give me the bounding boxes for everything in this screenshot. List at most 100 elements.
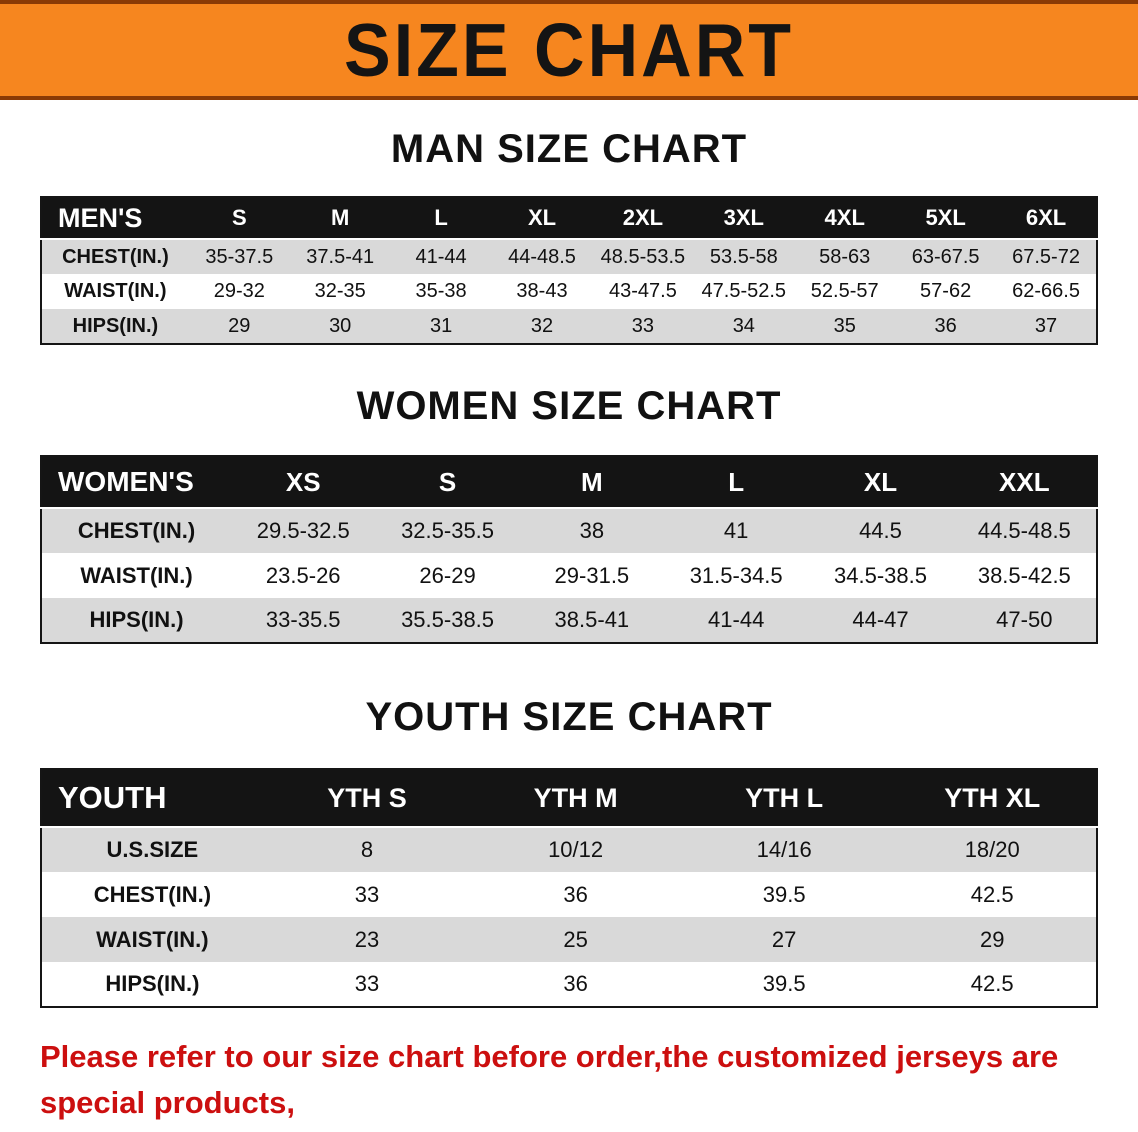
measurement-value: 53.5-58 <box>709 245 778 268</box>
measurement-value: 25 <box>563 926 588 952</box>
measurement-value: 29-32 <box>213 280 265 302</box>
measurement-value: 31 <box>429 314 453 337</box>
size-header-cell: YTH XL <box>888 769 1097 828</box>
measurement-label: HIPS(IN.) <box>105 971 200 996</box>
disclaimer-line-2: we don't accept cancel, change, teturn o… <box>40 1126 1098 1132</box>
measurement-value: 38-43 <box>516 280 568 302</box>
measurement-value: 44-48.5 <box>508 245 576 268</box>
man-size-chart-section: MAN SIZE CHART MEN'S S M L XL 2XL 3XL 4XL 5XL 6XL… <box>0 126 1138 345</box>
measurement-value: 41-44 <box>415 245 467 268</box>
measurement-value: 57-62 <box>920 280 972 302</box>
measurement-value: 14/16 <box>756 837 812 862</box>
measurement-value: 42.5 <box>970 971 1014 996</box>
measurement-value: 67.5-72 <box>1012 245 1080 268</box>
measurement-value: 52.5-57 <box>810 280 879 302</box>
table-row: U.S.SIZE 8 10/12 14/16 18/20 <box>41 827 1097 872</box>
measurement-value: 34.5-38.5 <box>834 562 927 588</box>
size-header-cell: L <box>390 197 492 240</box>
size-header-cell: 6XL <box>996 197 1097 240</box>
size-header-cell: XXL <box>952 456 1097 509</box>
youth-size-table: YOUTH YTH S YTH M YTH L YTH XL U.S.SIZE 8 10/12… <box>40 768 1098 1008</box>
women-size-chart-section: WOMEN SIZE CHART WOMEN'S XS S M L XL XXL CHEST(… <box>0 383 1138 644</box>
measurement-value: 62-66.5 <box>1012 280 1080 302</box>
table-header-row: MEN'S S M L XL 2XL 3XL 4XL 5XL 6XL <box>41 197 1097 240</box>
banner: SIZE CHART <box>0 0 1138 100</box>
measurement-value: 35.5-38.5 <box>401 607 495 632</box>
measurement-value: 29-31.5 <box>554 562 630 588</box>
measurement-value: 23 <box>354 926 380 952</box>
measurement-label: WAIST(IN.) <box>64 280 167 302</box>
table-row: CHEST(IN.) 33 36 39.5 42.5 <box>41 872 1097 917</box>
measurement-label: HIPS(IN.) <box>89 607 184 632</box>
table-title-cell: YOUTH <box>41 769 263 828</box>
measurement-value: 36 <box>934 314 957 337</box>
measurement-value: 41-44 <box>708 607 765 632</box>
measurement-value: 35 <box>833 314 856 337</box>
women-size-table: WOMEN'S XS S M L XL XXL CHEST(IN.) 29.5-32.5 32.5… <box>40 455 1098 644</box>
measurement-value: 39.5 <box>762 881 806 907</box>
measurement-label: WAIST(IN.) <box>80 562 193 588</box>
size-header-cell: 5XL <box>895 197 997 240</box>
banner-title: SIZE CHART <box>344 7 794 93</box>
measurement-value: 10/12 <box>548 837 604 862</box>
table-header-row: YOUTH YTH S YTH M YTH L YTH XL <box>41 769 1097 828</box>
size-header-cell: 3XL <box>693 197 795 240</box>
size-header-cell: YTH M <box>471 769 680 828</box>
women-section-heading: WOMEN SIZE CHART <box>356 384 782 428</box>
measurement-value: 38 <box>579 518 605 543</box>
measurement-value: 44.5 <box>859 518 902 543</box>
measurement-value: 47-50 <box>996 607 1053 632</box>
table-row: HIPS(IN.) 33-35.5 35.5-38.5 38.5-41 41-44 44-… <box>41 598 1097 643</box>
youth-section-heading: YOUTH SIZE CHART <box>365 695 773 739</box>
measurement-label: CHEST(IN.) <box>62 245 169 268</box>
table-row: HIPS(IN.) 29 30 31 32 33 34 35 36 37 <box>41 309 1097 344</box>
table-title-cell: MEN'S <box>41 197 189 240</box>
measurement-value: 33 <box>631 314 655 337</box>
table-row: CHEST(IN.) 35-37.5 37.5-41 41-44 44-48.5 48.5… <box>41 239 1097 274</box>
measurement-value: 29.5-32.5 <box>256 518 350 543</box>
measurement-value: 36 <box>563 881 588 907</box>
size-header-cell: 4XL <box>794 197 896 240</box>
measurement-value: 33 <box>354 881 380 907</box>
measurement-value: 48.5-53.5 <box>600 245 686 268</box>
measurement-value: 38.5-42.5 <box>977 562 1071 588</box>
measurement-value: 34 <box>732 314 755 337</box>
table-row: WAIST(IN.) 29-32 32-35 35-38 38-43 43-47.5 47.… <box>41 274 1097 309</box>
measurement-value: 31.5-34.5 <box>689 562 783 588</box>
size-header-cell: XS <box>231 456 376 509</box>
measurement-value: 37 <box>1034 314 1058 337</box>
measurement-value: 63-67.5 <box>911 245 980 268</box>
measurement-label: U.S.SIZE <box>106 837 199 862</box>
measurement-value: 42.5 <box>970 881 1014 907</box>
size-header-cell: M <box>289 197 391 240</box>
measurement-value: 18/20 <box>964 837 1020 862</box>
size-header-cell: L <box>664 456 809 509</box>
size-header-cell: YTH S <box>262 769 472 828</box>
measurement-value: 33-35.5 <box>265 607 341 632</box>
measurement-value: 44.5-48.5 <box>977 518 1071 543</box>
measurement-value: 32-35 <box>314 280 366 302</box>
measurement-label: WAIST(IN.) <box>96 926 209 952</box>
measurement-value: 47.5-52.5 <box>701 280 787 302</box>
measurement-value: 26-29 <box>419 562 476 588</box>
size-header-cell: XL <box>808 456 953 509</box>
measurement-label: CHEST(IN.) <box>77 518 196 543</box>
measurement-value: 27 <box>771 926 797 952</box>
disclaimer-line-1: Please refer to our size chart before or… <box>40 1039 1059 1120</box>
table-row: WAIST(IN.) 23.5-26 26-29 29-31.5 31.5-34.5 34… <box>41 553 1097 598</box>
measurement-value: 39.5 <box>762 971 806 996</box>
disclaimer: Please refer to our size chart before or… <box>40 1034 1098 1132</box>
measurement-value: 32 <box>530 314 554 337</box>
measurement-value: 44-47 <box>852 607 909 632</box>
size-header-cell: XL <box>491 197 593 240</box>
measurement-value: 8 <box>360 837 374 862</box>
measurement-value: 29 <box>228 314 251 337</box>
size-header-cell: S <box>188 197 290 240</box>
measurement-value: 29 <box>979 926 1005 952</box>
size-header-cell: M <box>519 456 665 509</box>
table-header-row: WOMEN'S XS S M L XL XXL <box>41 456 1097 509</box>
man-section-heading: MAN SIZE CHART <box>390 127 748 171</box>
measurement-value: 36 <box>563 971 588 996</box>
measurement-value: 32.5-35.5 <box>401 518 495 543</box>
